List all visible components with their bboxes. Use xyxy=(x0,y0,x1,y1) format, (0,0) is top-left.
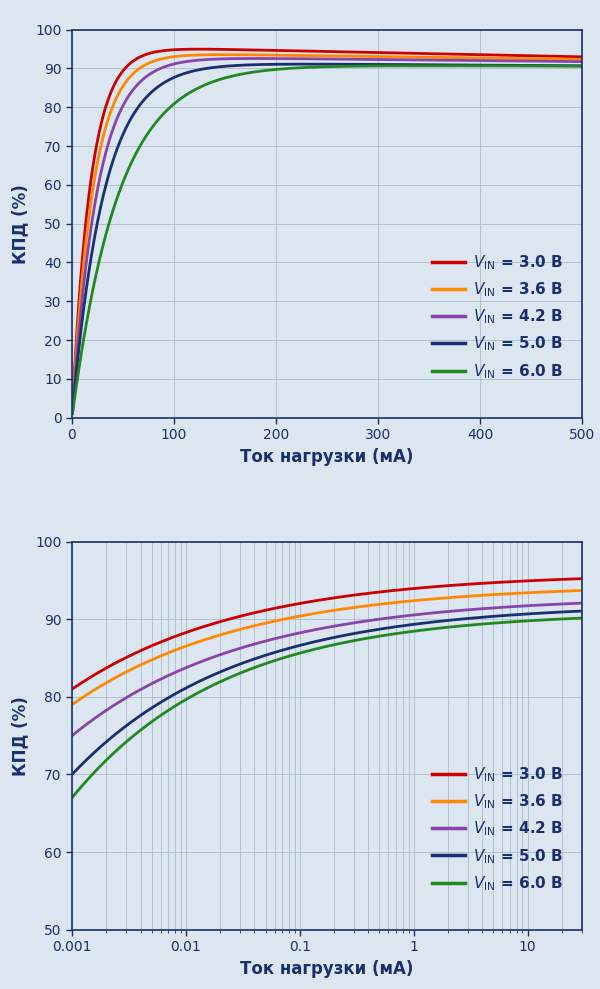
Legend: $V_{\rm IN}$ = 3.0 В, $V_{\rm IN}$ = 3.6 В, $V_{\rm IN}$ = 4.2 В, $V_{\rm IN}$ =: $V_{\rm IN}$ = 3.0 В, $V_{\rm IN}$ = 3.6… xyxy=(425,247,569,387)
Legend: $V_{\rm IN}$ = 3.0 В, $V_{\rm IN}$ = 3.6 В, $V_{\rm IN}$ = 4.2 В, $V_{\rm IN}$ =: $V_{\rm IN}$ = 3.0 В, $V_{\rm IN}$ = 3.6… xyxy=(425,760,569,899)
Y-axis label: КПД (%): КПД (%) xyxy=(11,184,29,263)
Y-axis label: КПД (%): КПД (%) xyxy=(11,696,29,775)
X-axis label: Ток нагрузки (мА): Ток нагрузки (мА) xyxy=(241,959,413,978)
X-axis label: Ток нагрузки (мА): Ток нагрузки (мА) xyxy=(241,448,413,466)
